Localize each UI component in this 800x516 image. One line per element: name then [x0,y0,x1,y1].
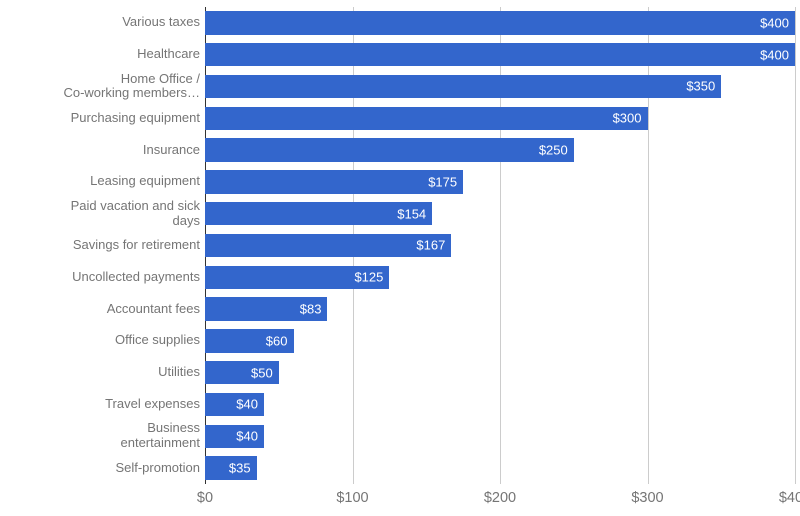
bar-row: $40 [205,425,795,449]
bar-value-label: $175 [428,174,457,189]
category-label: Home Office / Co-working members… [0,71,200,103]
category-label: Office supplies [0,325,200,357]
bar[interactable] [205,138,574,162]
bar-value-label: $40 [236,397,258,412]
category-label: Leasing equipment [0,166,200,198]
bar-row: $300 [205,107,795,131]
bar-value-label: $250 [539,143,568,158]
category-label: Purchasing equipment [0,102,200,134]
category-label: Various taxes [0,7,200,39]
bar-row: $50 [205,361,795,385]
bar-value-label: $35 [229,461,251,476]
bar[interactable] [205,43,795,67]
bar-value-label: $40 [236,429,258,444]
category-label: Utilities [0,357,200,389]
bar-row: $175 [205,170,795,194]
bar-row: $40 [205,393,795,417]
bar[interactable] [205,170,463,194]
bar[interactable] [205,234,451,258]
plot-area: $400 $400 $350 $300 $250 $175 $154 $167 $125 $83 $… [205,7,795,484]
category-label: Healthcare [0,39,200,71]
x-tick-label: $100 [336,490,368,506]
bar-value-label: $154 [397,206,426,221]
bar-row: $350 [205,75,795,99]
category-label: Insurance [0,134,200,166]
bar-row: $154 [205,202,795,226]
category-label: Savings for retirement [0,230,200,262]
bar-row: $35 [205,456,795,480]
x-tick-label: $300 [631,490,663,506]
bar-value-label: $83 [300,302,322,317]
bar-value-label: $400 [760,47,789,62]
category-label: Business entertainment [0,420,200,452]
x-tick-label: $200 [484,490,516,506]
bar-value-label: $400 [760,15,789,30]
bar-value-label: $350 [686,79,715,94]
bar-value-label: $50 [251,365,273,380]
bar[interactable] [205,75,721,99]
category-label: Paid vacation and sick days [0,198,200,230]
gridline [795,7,796,484]
bar-row: $167 [205,234,795,258]
bar-value-label: $125 [354,270,383,285]
bar-row: $250 [205,138,795,162]
bar-value-label: $167 [416,238,445,253]
category-label: Uncollected payments [0,261,200,293]
x-tick-label: $400 [779,490,800,506]
bar-row: $125 [205,266,795,290]
bar-row: $83 [205,297,795,321]
category-label: Travel expenses [0,389,200,421]
bar-row: $400 [205,11,795,35]
expenses-bar-chart: $400 $400 $350 $300 $250 $175 $154 $167 $125 $83 $… [0,0,800,516]
bar[interactable] [205,107,648,131]
bar-value-label: $300 [613,111,642,126]
category-label: Accountant fees [0,293,200,325]
x-tick-label: $0 [197,490,213,506]
category-label: Self-promotion [0,452,200,484]
bar-row: $400 [205,43,795,67]
bar-value-label: $60 [266,333,288,348]
bar[interactable] [205,11,795,35]
bar-row: $60 [205,329,795,353]
